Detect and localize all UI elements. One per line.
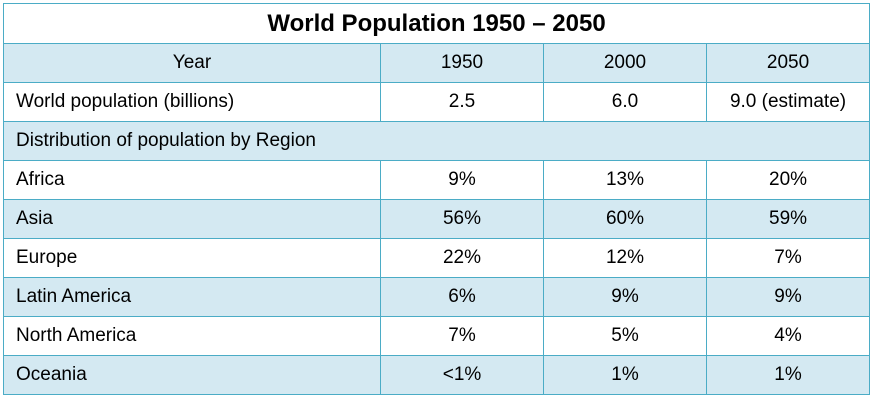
- region-label: Latin America: [3, 277, 381, 317]
- header-2000: 2000: [543, 43, 707, 83]
- region-value: 60%: [543, 199, 707, 239]
- region-value: 9%: [705, 277, 871, 317]
- region-value: 59%: [705, 199, 871, 239]
- region-value: 20%: [705, 160, 871, 200]
- region-value: 7%: [705, 238, 871, 278]
- world-population-label: World population (billions): [3, 82, 381, 122]
- table-row: Asia 56% 60% 59%: [3, 199, 871, 239]
- region-value: 5%: [543, 316, 707, 356]
- world-population-row: World population (billions) 2.5 6.0 9.0 …: [3, 82, 871, 122]
- table-row: North America 7% 5% 4%: [3, 316, 871, 356]
- table-row: Africa 9% 13% 20%: [3, 160, 871, 200]
- region-value: 13%: [543, 160, 707, 200]
- world-population-2050: 9.0 (estimate): [705, 82, 871, 122]
- region-label: North America: [3, 316, 381, 356]
- section-label: Distribution of population by Region: [2, 121, 871, 161]
- header-row: Year 1950 2000 2050: [3, 43, 871, 83]
- table-row: Europe 22% 12% 7%: [3, 238, 871, 278]
- region-label: Oceania: [3, 355, 381, 395]
- region-value: 1%: [543, 355, 707, 395]
- region-label: Europe: [3, 238, 381, 278]
- region-rows: Africa 9% 13% 20% Asia 56% 60% 59% Europe 22% 12% 7…: [3, 160, 871, 395]
- header-2050: 2050: [705, 43, 871, 83]
- region-value: 22%: [380, 238, 544, 278]
- table-row: Latin America 6% 9% 9%: [3, 277, 871, 317]
- region-value: 1%: [705, 355, 871, 395]
- region-value: 12%: [543, 238, 707, 278]
- region-value: <1%: [380, 355, 544, 395]
- region-label: Asia: [3, 199, 381, 239]
- region-value: 56%: [380, 199, 544, 239]
- region-value: 6%: [380, 277, 544, 317]
- table-row: Oceania <1% 1% 1%: [3, 355, 871, 395]
- header-1950: 1950: [380, 43, 544, 83]
- region-value: 7%: [380, 316, 544, 356]
- table-title: World Population 1950 – 2050: [2, 3, 871, 44]
- region-value: 9%: [543, 277, 707, 317]
- world-population-2000: 6.0: [543, 82, 707, 122]
- region-value: 9%: [380, 160, 544, 200]
- world-population-1950: 2.5: [380, 82, 544, 122]
- section-row: Distribution of population by Region: [2, 121, 871, 161]
- population-table-container: World Population 1950 – 2050 Year 1950 2…: [2, 3, 871, 410]
- header-year: Year: [3, 43, 381, 83]
- region-label: Africa: [3, 160, 381, 200]
- region-value: 4%: [705, 316, 871, 356]
- population-table: World Population 1950 – 2050 Year 1950 2…: [2, 3, 871, 395]
- title-row: World Population 1950 – 2050: [2, 3, 871, 44]
